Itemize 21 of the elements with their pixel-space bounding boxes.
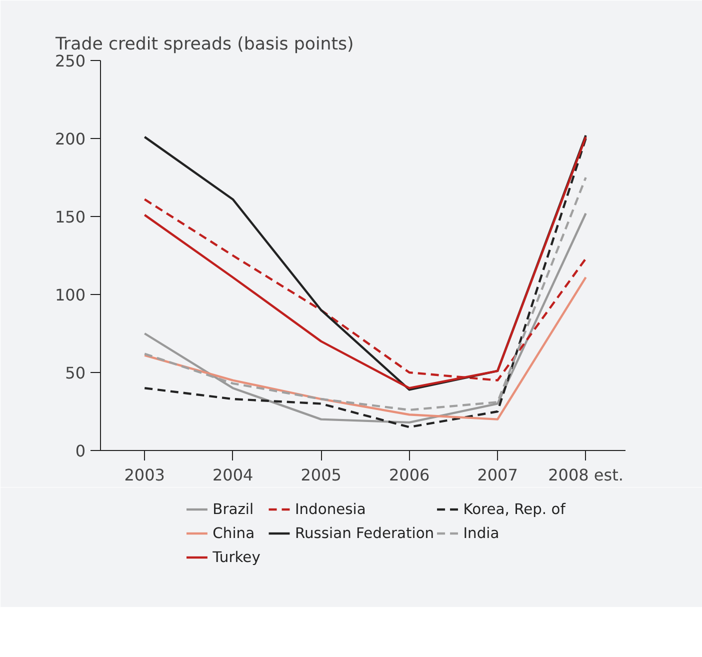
y-tick-label: 250	[54, 52, 86, 70]
y-tick-label: 100	[54, 286, 86, 304]
legend-label: India	[463, 525, 500, 542]
x-tick-label: 2004	[212, 466, 254, 484]
y-axis-title: Trade credit spreads (basis points)	[54, 34, 354, 54]
legend-label: China	[212, 525, 255, 542]
y-tick-label: 200	[54, 130, 86, 148]
y-tick-label: 150	[54, 208, 86, 226]
legend-label: Turkey	[212, 549, 261, 566]
x-tick-label: 2005	[300, 466, 342, 484]
x-tick-label: 2007	[477, 466, 518, 484]
legend-label: Russian Federation	[294, 525, 434, 542]
x-tick-label: 2006	[388, 466, 430, 484]
y-tick-label: 50	[65, 364, 86, 382]
legend-label: Korea, Rep. of	[463, 501, 566, 518]
line-series	[144, 276, 587, 420]
legend-label: Indonesia	[294, 501, 366, 518]
y-tick-label: 0	[75, 442, 86, 460]
x-tick-label: 2003	[124, 466, 165, 484]
legend-label: Brazil	[212, 501, 254, 518]
x-tick-label: 2008 est.	[548, 466, 624, 484]
